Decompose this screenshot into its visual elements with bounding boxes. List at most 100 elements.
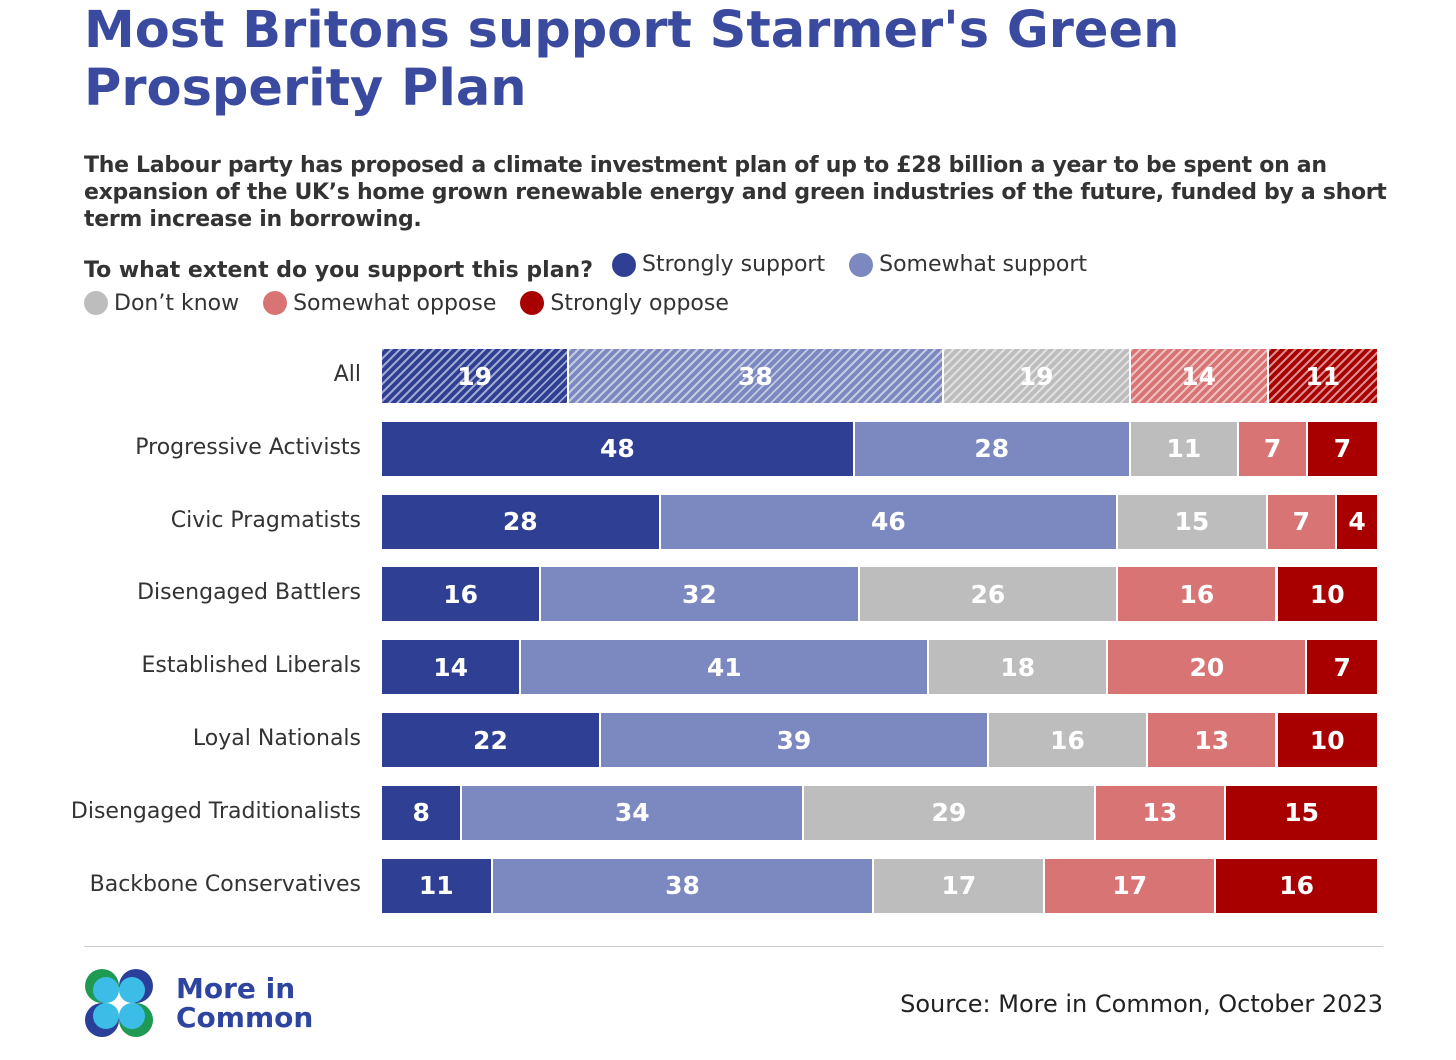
data-label: 34 — [614, 798, 650, 828]
data-label: 14 — [1181, 361, 1217, 391]
row-label: Civic Pragmatists — [170, 507, 361, 533]
bar-segment: 4 — [1337, 494, 1377, 549]
legend-label: Somewhat oppose — [293, 290, 497, 316]
data-label: 20 — [1189, 652, 1225, 682]
data-label: 17 — [941, 871, 977, 901]
bar-segment: 8 — [382, 785, 463, 840]
bar-segment: 17 — [874, 858, 1046, 913]
data-label: 16 — [443, 579, 478, 609]
bar-segment: 16 — [382, 567, 542, 622]
data-label: 41 — [706, 652, 742, 682]
bar-segment: 17 — [1045, 858, 1217, 913]
bar-segment: 7 — [1239, 421, 1309, 476]
bar-segment: 16 — [988, 713, 1149, 767]
data-label: 38 — [737, 361, 773, 391]
legend-label: Strongly oppose — [550, 290, 729, 316]
data-label: 4 — [1348, 507, 1366, 537]
bar-segment: 16 — [1118, 567, 1278, 622]
row-label: Backbone Conservatives — [89, 871, 361, 897]
bar-segment: 11 — [382, 858, 493, 913]
data-label: 7 — [1292, 507, 1311, 537]
legend-swatch — [84, 291, 108, 315]
data-label: 7 — [1333, 434, 1352, 464]
legend-swatch — [611, 252, 636, 277]
data-label: 46 — [871, 507, 906, 537]
bar-segment: 32 — [541, 567, 860, 622]
data-label: 16 — [1279, 871, 1314, 901]
bar-segment: 39 — [600, 713, 989, 767]
bar-segment: 20 — [1108, 640, 1308, 695]
bar-segment: 7 — [1267, 494, 1338, 549]
legend-label: Somewhat support — [879, 252, 1088, 277]
bar-segment: 11 — [1130, 421, 1240, 476]
bar-segment: 26 — [859, 567, 1119, 622]
row-label: All — [333, 362, 361, 387]
data-label: 7 — [1263, 434, 1282, 464]
bar-segment: 13 — [1148, 713, 1278, 767]
legend-item-don-t-know: Don’t know — [84, 287, 239, 320]
bar-segment: 15 — [1118, 494, 1268, 549]
row-label: Disengaged Traditionalists — [70, 798, 361, 824]
data-label: 16 — [1179, 579, 1215, 609]
bar-segment: 19 — [382, 349, 570, 403]
bar-segment: 14 — [1130, 349, 1269, 403]
bar-segment: 15 — [1226, 785, 1377, 840]
bar-segment: 11 — [1268, 349, 1377, 403]
data-label: 10 — [1309, 579, 1345, 609]
data-label: 7 — [1333, 652, 1351, 682]
logo-icon — [85, 969, 153, 1037]
logo-text-2: Common — [176, 1001, 314, 1034]
legend-item-strongly-support: Strongly support — [611, 248, 826, 281]
legend-label: Don’t know — [114, 290, 240, 316]
data-label: 48 — [600, 434, 635, 464]
data-label: 38 — [665, 871, 700, 901]
data-label: 22 — [473, 725, 508, 755]
bar-segment: 34 — [462, 785, 805, 840]
divider — [84, 946, 1383, 947]
data-label: 19 — [457, 361, 492, 391]
data-label: 26 — [970, 579, 1006, 609]
bar-segment: 14 — [382, 640, 522, 695]
bar-segment: 19 — [943, 349, 1131, 403]
legend-label: Strongly support — [641, 252, 826, 277]
data-label: 19 — [1018, 361, 1054, 391]
bar-segment: 38 — [492, 858, 875, 913]
bar-segment: 7 — [1307, 640, 1377, 695]
legend-item-somewhat-support: Somewhat support — [849, 248, 1087, 281]
legend-swatch — [263, 291, 288, 315]
data-label: 14 — [433, 652, 469, 682]
data-label: 28 — [502, 507, 538, 537]
data-label: 28 — [974, 434, 1010, 464]
question-label: To what extent do you support this plan? — [84, 257, 593, 283]
bar-segment: 29 — [804, 785, 1096, 840]
data-label: 15 — [1174, 507, 1210, 537]
bar-segment: 18 — [929, 640, 1109, 695]
legend: To what extent do you support this plan?… — [84, 248, 1284, 325]
legend-swatch — [520, 291, 545, 315]
data-label: 17 — [1112, 871, 1148, 901]
bar-segment: 7 — [1308, 421, 1377, 476]
chart-subtitle: The Labour party has proposed a climate … — [84, 153, 1387, 232]
source-note: Source: More in Common, October 2023 — [900, 990, 1383, 1018]
bar-segment: 10 — [1277, 713, 1377, 767]
bar-segment: 10 — [1277, 567, 1377, 622]
bar-segment: 46 — [660, 494, 1119, 549]
data-label: 10 — [1309, 725, 1345, 755]
data-label: 16 — [1050, 725, 1085, 755]
data-label: 11 — [1166, 434, 1202, 464]
data-label: 11 — [1305, 361, 1341, 391]
bar-segment: 28 — [854, 421, 1131, 476]
row-label: Loyal Nationals — [192, 726, 361, 751]
legend-item-strongly-oppose: Strongly oppose — [520, 287, 729, 320]
bar-segment: 22 — [382, 713, 601, 767]
bar-segment: 16 — [1216, 858, 1377, 913]
bar-segment: 41 — [521, 640, 930, 695]
bar-segment: 28 — [382, 494, 661, 549]
row-label: Established Liberals — [141, 653, 361, 679]
logo-text-1: More in — [176, 972, 296, 1005]
data-label: 15 — [1284, 798, 1319, 828]
bar-segment: 13 — [1095, 785, 1227, 840]
data-label: 29 — [931, 798, 967, 828]
bar-segment: 48 — [382, 421, 855, 476]
data-label: 18 — [1000, 652, 1036, 682]
